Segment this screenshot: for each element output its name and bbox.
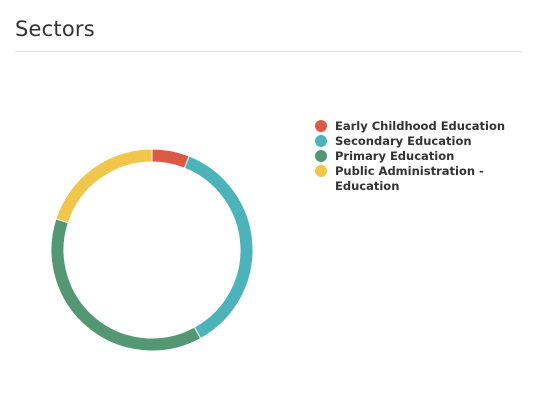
donut-slice-3[interactable] [50, 218, 202, 352]
legend-item[interactable]: Primary Education [315, 149, 525, 164]
section-header: Sectors [15, 16, 522, 52]
legend-swatch [315, 120, 327, 132]
chart-legend: Early Childhood Education Secondary Educa… [315, 119, 525, 194]
donut-slice-2[interactable] [183, 155, 254, 340]
legend-label: Secondary Education [335, 134, 472, 148]
legend-swatch [315, 135, 327, 147]
donut-slices [50, 148, 254, 352]
legend-item[interactable]: Early Childhood Education [315, 119, 525, 134]
legend-label: Primary Education [335, 149, 455, 163]
legend-swatch [315, 150, 327, 162]
legend-item[interactable]: Secondary Education [315, 134, 525, 149]
legend-label: Public Administration - Education [335, 164, 484, 193]
legend-item[interactable]: Public Administration - Education [315, 164, 525, 194]
donut-slice-4[interactable] [55, 148, 153, 224]
section-title: Sectors [15, 17, 95, 41]
legend-swatch [315, 165, 327, 177]
legend-label: Early Childhood Education [335, 119, 506, 133]
donut-chart [50, 148, 254, 352]
donut-slice-1[interactable] [151, 148, 190, 169]
